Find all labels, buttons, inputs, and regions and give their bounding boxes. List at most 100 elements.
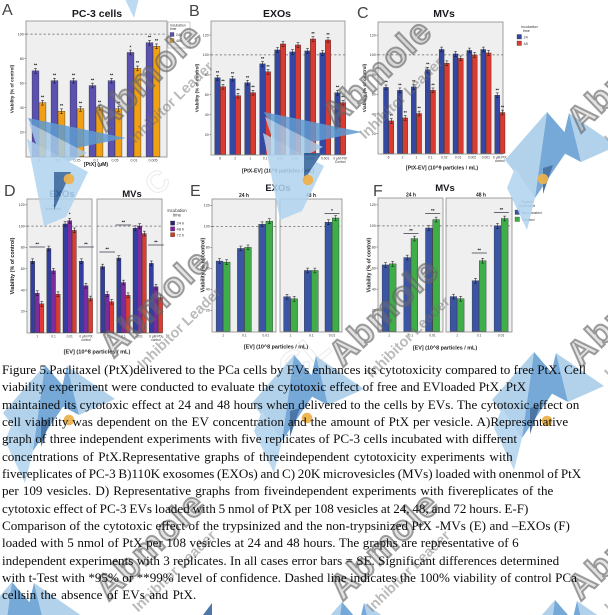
svg-text:20: 20 xyxy=(372,309,376,313)
svg-text:0.01: 0.01 xyxy=(292,157,299,161)
svg-text:**: ** xyxy=(41,95,45,100)
svg-text:0.01: 0.01 xyxy=(67,335,73,339)
svg-text:**: ** xyxy=(246,75,250,80)
svg-text:E: E xyxy=(190,183,201,200)
svg-text:72 h: 72 h xyxy=(177,232,185,237)
svg-text:40: 40 xyxy=(205,113,209,117)
svg-text:**: ** xyxy=(336,85,340,90)
svg-text:PC-3 cells: PC-3 cells xyxy=(72,8,122,20)
svg-text:**: ** xyxy=(136,60,140,65)
svg-text:0.005: 0.005 xyxy=(149,159,158,163)
svg-text:0.002: 0.002 xyxy=(468,156,476,160)
svg-text:0.1: 0.1 xyxy=(428,156,433,160)
svg-text:EXOs: EXOs xyxy=(265,183,290,194)
svg-text:**: ** xyxy=(390,113,394,118)
svg-text:[PtX] (µM): [PtX] (µM) xyxy=(84,162,109,168)
svg-text:MVs: MVs xyxy=(435,183,455,194)
svg-text:**: ** xyxy=(154,239,158,244)
svg-text:**: ** xyxy=(426,62,430,67)
svg-text:6: 6 xyxy=(219,157,221,161)
svg-text:0.1: 0.1 xyxy=(121,335,126,339)
svg-text:2: 2 xyxy=(402,156,404,160)
svg-text:24 h: 24 h xyxy=(239,193,249,199)
svg-text:**: ** xyxy=(53,72,57,77)
svg-text:control: control xyxy=(81,338,91,342)
svg-text:[EV] (10^8 particles / mL): [EV] (10^8 particles / mL) xyxy=(413,346,477,352)
svg-text:20: 20 xyxy=(372,132,376,136)
svg-text:Viability (% of control): Viability (% of control) xyxy=(10,64,15,113)
svg-text:Non-treated: Non-treated xyxy=(522,211,542,215)
svg-text:**: ** xyxy=(311,31,315,36)
svg-text:0.1: 0.1 xyxy=(94,159,99,163)
svg-text:treatment: treatment xyxy=(519,204,536,208)
svg-text:EXOs: EXOs xyxy=(263,8,291,20)
svg-text:1: 1 xyxy=(415,156,417,160)
svg-text:80: 80 xyxy=(21,246,25,250)
svg-text:48 h: 48 h xyxy=(476,193,486,199)
svg-text:**: ** xyxy=(34,63,38,68)
svg-text:48: 48 xyxy=(524,42,528,46)
svg-text:100: 100 xyxy=(203,53,209,57)
svg-text:1: 1 xyxy=(388,334,390,338)
svg-text:**: ** xyxy=(398,82,402,87)
svg-text:40: 40 xyxy=(20,106,24,110)
svg-text:time: time xyxy=(170,27,177,31)
svg-text:6: 6 xyxy=(388,156,390,160)
svg-text:0.1: 0.1 xyxy=(477,334,482,338)
svg-text:*: * xyxy=(130,44,132,49)
svg-text:**: ** xyxy=(496,87,500,92)
svg-text:**: ** xyxy=(231,71,235,76)
svg-text:Incubation: Incubation xyxy=(170,24,186,28)
svg-text:60: 60 xyxy=(206,267,210,271)
svg-text:120: 120 xyxy=(204,204,210,208)
svg-text:**: ** xyxy=(251,85,255,90)
svg-text:0.01: 0.01 xyxy=(429,334,436,338)
svg-text:0.05: 0.05 xyxy=(112,159,119,163)
svg-text:120: 120 xyxy=(203,33,209,37)
svg-text:1: 1 xyxy=(249,157,251,161)
svg-text:Viability (% of control): Viability (% of control) xyxy=(10,237,16,294)
svg-text:0.01: 0.01 xyxy=(137,335,143,339)
svg-text:**: ** xyxy=(236,88,240,93)
svg-text:Treated: Treated xyxy=(522,218,535,222)
svg-text:48h: 48h xyxy=(176,39,182,43)
svg-text:**: ** xyxy=(117,101,121,106)
svg-text:[PtX-EV] (10^9 particles / mL): [PtX-EV] (10^9 particles / mL) xyxy=(242,169,314,175)
svg-text:**: ** xyxy=(384,79,388,84)
svg-text:Viability (% of control): Viability (% of control) xyxy=(201,237,207,292)
svg-text:**: ** xyxy=(122,219,126,224)
svg-text:0.002: 0.002 xyxy=(306,157,314,161)
svg-text:**: ** xyxy=(221,79,225,84)
svg-text:EXOs: EXOs xyxy=(49,189,74,200)
svg-text:0.1: 0.1 xyxy=(242,334,247,338)
svg-text:80: 80 xyxy=(206,246,210,250)
svg-text:**: ** xyxy=(105,246,109,251)
svg-text:**: ** xyxy=(404,110,408,115)
svg-text:0 µM PtX: 0 µM PtX xyxy=(333,157,347,161)
svg-text:D: D xyxy=(4,183,16,200)
svg-text:0.01: 0.01 xyxy=(329,334,336,338)
svg-text:80: 80 xyxy=(20,57,24,61)
svg-text:1: 1 xyxy=(38,159,40,163)
svg-text:60: 60 xyxy=(372,93,376,97)
svg-text:0.02: 0.02 xyxy=(277,157,284,161)
svg-text:0.01: 0.01 xyxy=(262,334,269,338)
svg-text:120: 120 xyxy=(370,34,376,38)
svg-text:40: 40 xyxy=(372,288,376,292)
svg-text:[EV] (10^8 particles / mL): [EV] (10^8 particles / mL) xyxy=(244,345,308,351)
svg-text:24: 24 xyxy=(524,36,528,40)
svg-text:0 µM PtX: 0 µM PtX xyxy=(149,335,163,339)
svg-text:control: control xyxy=(151,338,161,342)
svg-text:0.01: 0.01 xyxy=(455,156,462,160)
svg-text:Control: Control xyxy=(335,160,346,164)
svg-text:**: ** xyxy=(341,95,345,100)
svg-text:80: 80 xyxy=(205,73,209,77)
svg-text:80: 80 xyxy=(372,73,376,77)
svg-text:2: 2 xyxy=(234,157,236,161)
svg-text:**: ** xyxy=(98,99,102,104)
svg-text:100: 100 xyxy=(204,225,210,229)
svg-text:Incubation: Incubation xyxy=(521,25,538,29)
svg-text:40: 40 xyxy=(21,288,25,292)
svg-text:time: time xyxy=(523,29,530,33)
svg-text:1: 1 xyxy=(106,335,108,339)
